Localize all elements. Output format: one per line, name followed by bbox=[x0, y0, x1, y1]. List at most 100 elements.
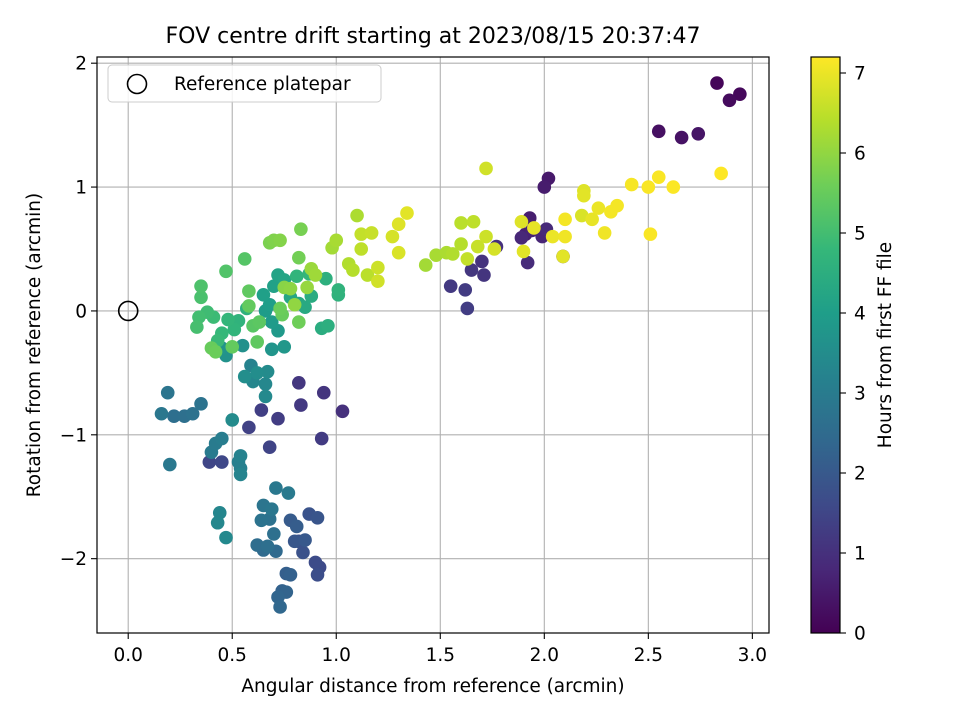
data-point bbox=[242, 420, 256, 435]
data-point bbox=[674, 130, 689, 145]
data-point bbox=[364, 226, 379, 240]
data-point bbox=[260, 539, 275, 554]
data-point bbox=[691, 127, 706, 141]
x-tick-label: 0.0 bbox=[113, 645, 142, 666]
data-point bbox=[237, 369, 252, 384]
data-point bbox=[470, 239, 485, 254]
data-point bbox=[185, 406, 200, 421]
data-point bbox=[577, 188, 591, 203]
data-point bbox=[454, 216, 468, 230]
colorbar-tick-label: 6 bbox=[854, 144, 866, 165]
data-point bbox=[215, 431, 229, 446]
data-point bbox=[194, 397, 208, 411]
data-point bbox=[354, 242, 369, 256]
colorbar: 0 1 2 3 4 5 6 7 Hours from first FF file bbox=[810, 56, 896, 645]
legend-box bbox=[107, 64, 382, 103]
data-point bbox=[292, 315, 306, 329]
data-point bbox=[479, 229, 493, 244]
x-tick-label: 2.0 bbox=[530, 645, 559, 666]
data-point bbox=[233, 467, 248, 482]
data-point bbox=[281, 486, 296, 500]
data-point bbox=[346, 263, 360, 277]
data-point bbox=[314, 431, 329, 446]
data-point bbox=[316, 385, 331, 400]
data-point bbox=[250, 366, 264, 380]
data-point bbox=[527, 221, 541, 235]
chart-title: FOV centre drift starting at 2023/08/15 … bbox=[166, 24, 701, 49]
reference-platepar-marker bbox=[117, 300, 139, 322]
data-point bbox=[310, 567, 325, 582]
data-point bbox=[258, 377, 273, 391]
data-point bbox=[283, 281, 298, 296]
data-point bbox=[264, 502, 279, 516]
data-point bbox=[250, 538, 264, 552]
data-point bbox=[722, 93, 737, 108]
data-point bbox=[208, 345, 223, 359]
data-point bbox=[643, 227, 658, 241]
x-axis-label: Angular distance from reference (arcmin) bbox=[241, 676, 624, 697]
colorbar-label: Hours from first FF file bbox=[875, 242, 896, 448]
data-point bbox=[610, 198, 624, 213]
data-point bbox=[264, 342, 279, 357]
data-point bbox=[298, 300, 312, 315]
data-point bbox=[267, 527, 281, 541]
data-point bbox=[445, 247, 460, 261]
data-point bbox=[215, 455, 229, 469]
data-point bbox=[514, 231, 529, 245]
data-point bbox=[385, 229, 400, 244]
data-point bbox=[574, 208, 589, 223]
data-point bbox=[391, 245, 406, 260]
y-tick-label: 1 bbox=[75, 178, 87, 199]
data-point bbox=[163, 457, 177, 472]
data-point bbox=[273, 233, 287, 248]
data-point bbox=[294, 222, 308, 236]
data-point bbox=[391, 217, 406, 232]
data-point bbox=[418, 258, 433, 272]
data-point bbox=[254, 403, 269, 417]
data-point bbox=[258, 389, 273, 404]
y-tick-label: −1 bbox=[60, 425, 87, 446]
data-point bbox=[194, 279, 208, 293]
data-point bbox=[475, 254, 489, 269]
data-point bbox=[329, 233, 344, 248]
colorbar-tick-label: 7 bbox=[854, 64, 866, 85]
data-point bbox=[271, 411, 285, 426]
data-point bbox=[514, 214, 529, 229]
data-point bbox=[585, 212, 599, 227]
data-point bbox=[545, 229, 560, 244]
data-point bbox=[350, 208, 364, 223]
data-point bbox=[460, 252, 475, 266]
grid-lines bbox=[97, 57, 769, 633]
data-point bbox=[597, 226, 612, 240]
data-point bbox=[227, 322, 242, 337]
legend-label: Reference platepar bbox=[174, 74, 351, 95]
colorbar-tick-label: 3 bbox=[854, 384, 866, 405]
data-point bbox=[256, 288, 271, 302]
data-point bbox=[167, 409, 181, 424]
data-point bbox=[310, 511, 325, 525]
data-points bbox=[154, 76, 747, 614]
data-point bbox=[264, 315, 279, 329]
data-point bbox=[520, 255, 535, 270]
data-point bbox=[233, 449, 248, 463]
data-point bbox=[360, 268, 375, 282]
data-point bbox=[308, 555, 323, 570]
colorbar-tick-label: 2 bbox=[854, 464, 866, 485]
x-tick-label: 1.5 bbox=[426, 645, 455, 666]
x-axis-ticks: 0.0 0.5 1.0 1.5 2.0 2.5 3.0 bbox=[113, 633, 767, 666]
data-point bbox=[298, 533, 312, 547]
data-point bbox=[296, 545, 310, 560]
legend: Reference platepar bbox=[107, 64, 382, 103]
data-point bbox=[710, 76, 724, 90]
data-point bbox=[262, 297, 277, 312]
data-point bbox=[454, 237, 468, 251]
data-point bbox=[714, 166, 728, 181]
colorbar-tick-label: 1 bbox=[854, 544, 866, 565]
data-point bbox=[331, 283, 346, 297]
data-point bbox=[225, 413, 240, 427]
y-tick-label: 2 bbox=[75, 54, 87, 75]
x-tick-label: 1.0 bbox=[322, 645, 351, 666]
y-tick-label: −2 bbox=[60, 549, 87, 570]
data-point bbox=[242, 284, 256, 298]
